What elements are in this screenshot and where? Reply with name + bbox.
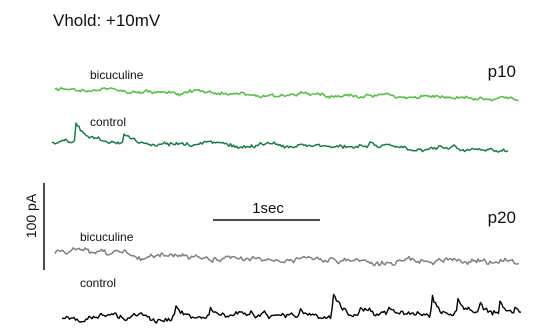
vhold-header: Vhold: +10mV <box>53 11 161 30</box>
time-scalebar-label: 1sec <box>252 200 284 217</box>
p20-bicuculine-label: bicuculine <box>80 230 134 244</box>
amplitude-scalebar-label: 100 pA <box>23 193 39 238</box>
p20-age-label: p20 <box>488 208 516 227</box>
p10-bicuculine-trace <box>54 86 519 102</box>
p20-control-trace <box>61 293 522 324</box>
p10-control-trace <box>51 122 509 153</box>
p20-control-label: control <box>80 276 116 290</box>
p10-control-label: control <box>90 115 126 129</box>
p10-age-label: p10 <box>488 62 516 81</box>
p10-bicuculine-label: bicuculine <box>90 68 144 82</box>
p20-bicuculine-trace <box>54 247 519 267</box>
